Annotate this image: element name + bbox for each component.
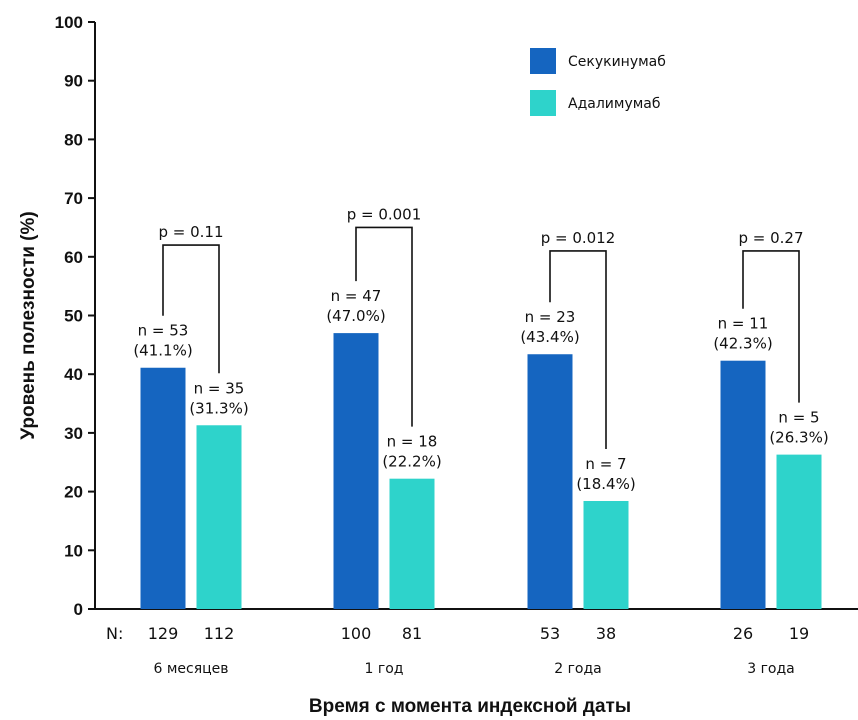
bar-series1 xyxy=(527,354,573,609)
p-value-label: p = 0.27 xyxy=(738,229,803,247)
legend-swatch-series1 xyxy=(530,48,556,74)
y-tick-label: 0 xyxy=(74,600,83,619)
y-tick-label: 10 xyxy=(64,541,83,560)
bar-label-pct: (18.4%) xyxy=(576,475,635,493)
bar-label-n: n = 7 xyxy=(585,455,626,473)
y-axis-title: Уровень полезности (%) xyxy=(18,211,39,439)
n-count: 38 xyxy=(596,624,616,643)
p-value-label: p = 0.001 xyxy=(347,205,422,223)
bar-label-pct: (47.0%) xyxy=(326,307,385,325)
n-count: 53 xyxy=(540,624,560,643)
bar-label-n: n = 11 xyxy=(718,315,769,333)
bar-series1 xyxy=(720,360,766,609)
bar-label-pct: (41.1%) xyxy=(133,342,192,360)
x-category-label: 2 года xyxy=(554,661,602,677)
y-tick-label: 60 xyxy=(64,248,83,267)
y-tick-label: 30 xyxy=(64,424,83,443)
n-count: 19 xyxy=(789,624,809,643)
bar-label-pct: (42.3%) xyxy=(713,335,772,353)
legend-label: Секукинумаб xyxy=(568,54,666,70)
n-count: 129 xyxy=(148,624,179,643)
bar-series2 xyxy=(776,454,822,609)
bar-label-n: n = 18 xyxy=(387,433,438,451)
x-category-label: 3 года xyxy=(747,661,795,677)
y-tick-label: 40 xyxy=(64,365,83,384)
bar-label-n: n = 5 xyxy=(778,409,819,427)
bar-label-pct: (22.2%) xyxy=(382,453,441,471)
significance-bracket xyxy=(162,244,220,374)
x-category-label: 6 месяцев xyxy=(153,661,228,677)
y-tick-label: 20 xyxy=(64,483,83,502)
p-value-label: p = 0.012 xyxy=(541,229,616,247)
bar-label-n: n = 35 xyxy=(194,379,245,397)
bar-label-pct: (43.4%) xyxy=(520,328,579,346)
y-tick-label: 90 xyxy=(64,72,83,91)
bar-label-pct: (26.3%) xyxy=(769,429,828,447)
bar-label-n: n = 23 xyxy=(525,308,576,326)
x-axis-title: Время с момента индексной даты xyxy=(309,696,631,717)
legend-swatch-series2 xyxy=(530,90,556,116)
legend-label: Адалимумаб xyxy=(568,96,661,112)
n-count: 81 xyxy=(402,624,422,643)
bar-label-pct: (31.3%) xyxy=(189,399,248,417)
y-tick-label: 50 xyxy=(64,307,83,326)
n-count: 100 xyxy=(341,624,372,643)
y-tick-label: 80 xyxy=(64,130,83,149)
bar-series1 xyxy=(140,367,186,609)
bar-series2 xyxy=(389,478,435,609)
n-count: 112 xyxy=(204,624,235,643)
n-count: 26 xyxy=(733,624,753,643)
bar-series2 xyxy=(196,425,242,609)
y-tick-label: 100 xyxy=(55,13,83,32)
bar-label-n: n = 47 xyxy=(331,287,382,305)
y-tick-label: 70 xyxy=(64,189,83,208)
x-category-label: 1 год xyxy=(365,661,404,677)
significance-bracket xyxy=(549,250,607,449)
bar-label-n: n = 53 xyxy=(138,322,189,340)
n-prefix-label: N: xyxy=(106,624,123,643)
bar-series1 xyxy=(333,333,379,609)
significance-bracket xyxy=(355,226,413,427)
p-value-label: p = 0.11 xyxy=(158,223,223,241)
significance-bracket xyxy=(742,250,800,403)
bar-series2 xyxy=(583,500,629,609)
